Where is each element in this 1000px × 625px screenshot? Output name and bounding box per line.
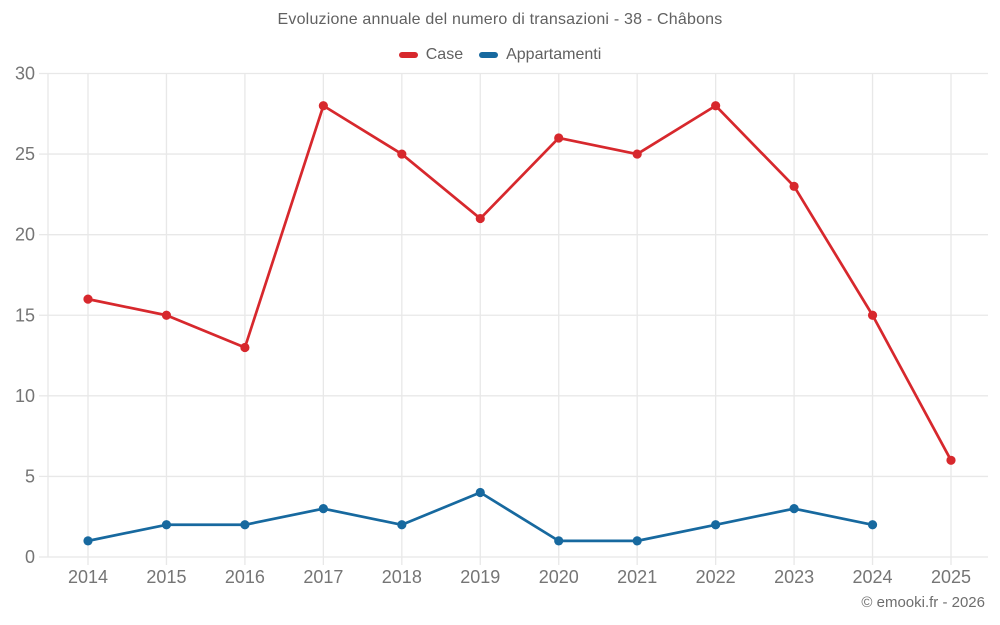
y-axis-label: 5: [25, 466, 35, 486]
legend-swatch-appartamenti-icon: [479, 52, 499, 58]
series-point-appartamenti: [475, 487, 485, 498]
x-axis-label: 2020: [539, 567, 579, 587]
legend-label-case: Case: [425, 46, 464, 63]
y-axis-label: 15: [15, 305, 35, 325]
x-axis-label: 2023: [774, 567, 814, 587]
series-point-case: [632, 149, 642, 159]
series-point-case: [475, 213, 485, 224]
series-point-case: [789, 181, 799, 191]
series-line-case: [86, 104, 953, 462]
series-point-appartamenti: [867, 520, 878, 530]
series-point-appartamenti: [318, 504, 328, 514]
series-point-case: [867, 310, 878, 320]
y-axis-label: 10: [15, 386, 35, 406]
series-point-case: [946, 455, 956, 465]
x-axis-label: 2014: [68, 567, 108, 587]
series-point-case: [161, 310, 172, 320]
y-axis-label: 20: [15, 225, 35, 245]
chart-legend: Case Appartamenti: [0, 46, 1000, 64]
copyright-note: © emooki.fr - 2026: [861, 594, 985, 611]
x-axis-label: 2024: [853, 567, 893, 587]
legend-item-case[interactable]: Case: [398, 46, 464, 64]
legend-swatch-case-icon: [398, 52, 418, 58]
series-point-case: [83, 294, 93, 304]
y-axis-label: 0: [25, 547, 35, 567]
series-point-appartamenti: [711, 520, 721, 530]
x-axis-label: 2025: [931, 567, 971, 587]
legend-label-appartamenti: Appartamenti: [506, 46, 602, 63]
series-point-case: [240, 342, 250, 353]
series-point-appartamenti: [83, 536, 93, 546]
series-point-appartamenti: [161, 520, 172, 530]
x-axis-label: 2015: [146, 567, 186, 587]
series-point-case: [397, 149, 407, 159]
legend-item-appartamenti[interactable]: Appartamenti: [479, 46, 601, 64]
x-axis-label: 2019: [460, 567, 500, 587]
y-axis-label: 25: [15, 144, 35, 164]
series-point-appartamenti: [789, 504, 799, 514]
x-axis-label: 2016: [225, 567, 265, 587]
x-axis-label: 2021: [617, 567, 657, 587]
series-point-case: [711, 101, 721, 111]
series-point-appartamenti: [632, 536, 642, 546]
x-axis-label: 2017: [303, 567, 343, 587]
chart-title: Evoluzione annuale del numero di transaz…: [277, 11, 723, 28]
x-axis-label: 2018: [382, 567, 422, 587]
series-point-appartamenti: [397, 520, 407, 530]
series-point-appartamenti: [240, 520, 250, 530]
y-axis-label: 30: [15, 64, 35, 84]
series-point-case: [318, 101, 328, 111]
series-point-case: [554, 133, 564, 143]
series-point-appartamenti: [554, 536, 564, 546]
x-axis-label: 2022: [696, 567, 736, 587]
